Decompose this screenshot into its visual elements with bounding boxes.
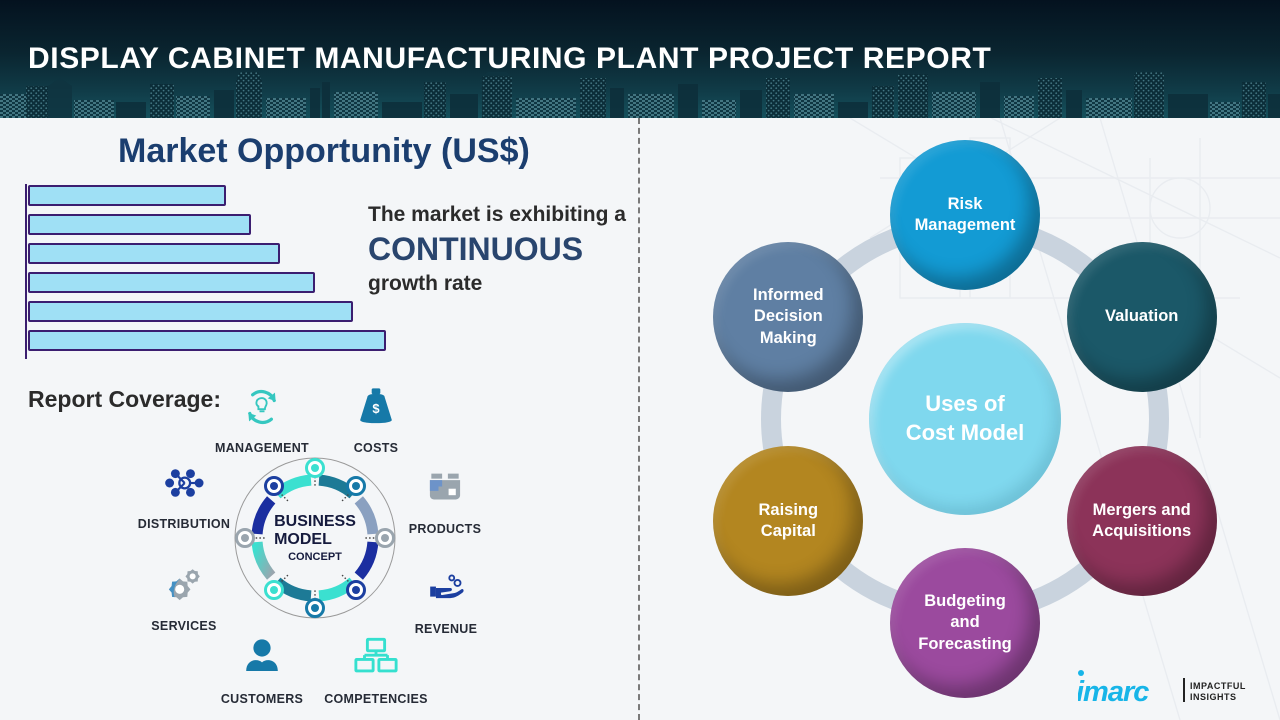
svg-text:imarc: imarc bbox=[1078, 676, 1149, 708]
svg-text:IMPACTFUL: IMPACTFUL bbox=[1190, 681, 1246, 691]
svg-text:INSIGHTS: INSIGHTS bbox=[1190, 692, 1237, 702]
svg-text:$: $ bbox=[372, 401, 379, 416]
